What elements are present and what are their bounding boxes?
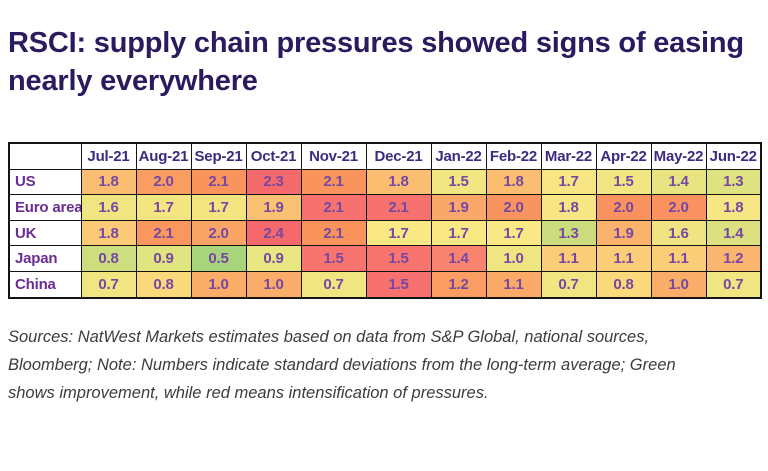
data-cell: 1.9 <box>595 219 652 247</box>
data-cell: 1.0 <box>245 270 302 299</box>
data-cell: 2.0 <box>190 219 247 247</box>
data-cell: 0.8 <box>135 270 192 299</box>
data-cell: 1.8 <box>705 194 762 221</box>
data-cell: 2.0 <box>485 194 542 221</box>
data-cell: 0.7 <box>80 270 137 299</box>
data-cell: 1.5 <box>365 270 432 299</box>
data-cell: 1.7 <box>190 194 247 221</box>
data-cell: 1.5 <box>300 245 367 272</box>
column-header: Sep-21 <box>190 142 247 170</box>
data-cell: 0.8 <box>595 270 652 299</box>
data-cell: 1.1 <box>540 245 597 272</box>
data-cell: 2.1 <box>300 219 367 247</box>
data-cell: 1.5 <box>365 245 432 272</box>
data-cell: 1.7 <box>430 219 487 247</box>
data-cell: 1.4 <box>705 219 762 247</box>
table-row: US 1.8 2.0 2.1 2.3 2.1 1.8 1.5 1.8 1.7 1.5 1.4 1.3 <box>8 168 762 196</box>
data-cell: 2.0 <box>135 168 192 196</box>
data-cell: 1.0 <box>485 245 542 272</box>
row-label: Euro area <box>8 194 82 221</box>
data-cell: 1.9 <box>245 194 302 221</box>
data-cell: 1.1 <box>485 270 542 299</box>
column-header: Jun-22 <box>705 142 762 170</box>
row-label: China <box>8 270 82 299</box>
data-cell: 2.1 <box>300 168 367 196</box>
column-header: Mar-22 <box>540 142 597 170</box>
data-cell: 2.0 <box>650 194 707 221</box>
data-cell: 1.7 <box>135 194 192 221</box>
data-cell: 1.8 <box>485 168 542 196</box>
data-cell: 0.7 <box>540 270 597 299</box>
figure: RSCI: supply chain pressures showed sign… <box>8 27 762 402</box>
column-header: Jan-22 <box>430 142 487 170</box>
data-cell: 2.1 <box>300 194 367 221</box>
data-cell: 2.1 <box>365 194 432 221</box>
data-cell: 1.1 <box>650 245 707 272</box>
data-cell: 1.8 <box>80 219 137 247</box>
data-cell: 1.3 <box>540 219 597 247</box>
data-cell: 1.1 <box>595 245 652 272</box>
source-note: Sources: NatWest Markets estimates based… <box>8 327 676 402</box>
data-cell: 0.9 <box>245 245 302 272</box>
data-cell: 1.5 <box>595 168 652 196</box>
data-cell: 2.4 <box>245 219 302 247</box>
data-cell: 1.0 <box>650 270 707 299</box>
data-cell: 2.3 <box>245 168 302 196</box>
data-cell: 0.5 <box>190 245 247 272</box>
data-cell: 0.9 <box>135 245 192 272</box>
column-header: May-22 <box>650 142 707 170</box>
data-cell: 1.3 <box>705 168 762 196</box>
column-header: Apr-22 <box>595 142 652 170</box>
table-row: Euro area 1.6 1.7 1.7 1.9 2.1 2.1 1.9 2.0 1.8 2.0 2… <box>8 194 762 221</box>
table-row: UK 1.8 2.1 2.0 2.4 2.1 1.7 1.7 1.7 1.3 1.9 1.6 1.4 <box>8 219 762 247</box>
table-row: China 0.7 0.8 1.0 1.0 0.7 1.5 1.2 1.1 0.7 0.8 1.0 0.… <box>8 270 762 299</box>
column-header: Nov-21 <box>300 142 367 170</box>
row-label: US <box>8 168 82 196</box>
data-cell: 1.4 <box>430 245 487 272</box>
data-cell: 2.1 <box>135 219 192 247</box>
row-label: UK <box>8 219 82 247</box>
header-row: Jul-21 Aug-21 Sep-21 Oct-21 Nov-21 Dec-21 Jan-… <box>8 142 762 170</box>
data-cell: 2.0 <box>595 194 652 221</box>
column-header: Feb-22 <box>485 142 542 170</box>
data-cell: 1.9 <box>430 194 487 221</box>
data-cell: 1.5 <box>430 168 487 196</box>
corner-cell <box>8 142 82 170</box>
column-header: Oct-21 <box>245 142 302 170</box>
figure-title: RSCI: supply chain pressures showed sign… <box>8 27 744 97</box>
data-cell: 1.0 <box>190 270 247 299</box>
data-cell: 1.7 <box>540 168 597 196</box>
data-cell: 1.7 <box>365 219 432 247</box>
data-cell: 2.1 <box>190 168 247 196</box>
rsci-heatmap-table: Jul-21 Aug-21 Sep-21 Oct-21 Nov-21 Dec-21 Jan-… <box>8 142 762 299</box>
data-cell: 1.7 <box>485 219 542 247</box>
data-cell: 1.8 <box>365 168 432 196</box>
table-body: US 1.8 2.0 2.1 2.3 2.1 1.8 1.5 1.8 1.7 1.5 1.4 1.3 Eu… <box>8 168 762 299</box>
data-cell: 0.7 <box>300 270 367 299</box>
data-cell: 1.2 <box>705 245 762 272</box>
data-cell: 1.8 <box>80 168 137 196</box>
data-cell: 0.8 <box>80 245 137 272</box>
row-label: Japan <box>8 245 82 272</box>
column-header: Jul-21 <box>80 142 137 170</box>
data-cell: 0.7 <box>705 270 762 299</box>
table-row: Japan 0.8 0.9 0.5 0.9 1.5 1.5 1.4 1.0 1.1 1.1 1.1 1.… <box>8 245 762 272</box>
column-header: Aug-21 <box>135 142 192 170</box>
column-header: Dec-21 <box>365 142 432 170</box>
data-cell: 1.4 <box>650 168 707 196</box>
data-cell: 1.8 <box>540 194 597 221</box>
data-cell: 1.6 <box>650 219 707 247</box>
data-cell: 1.2 <box>430 270 487 299</box>
data-cell: 1.6 <box>80 194 137 221</box>
